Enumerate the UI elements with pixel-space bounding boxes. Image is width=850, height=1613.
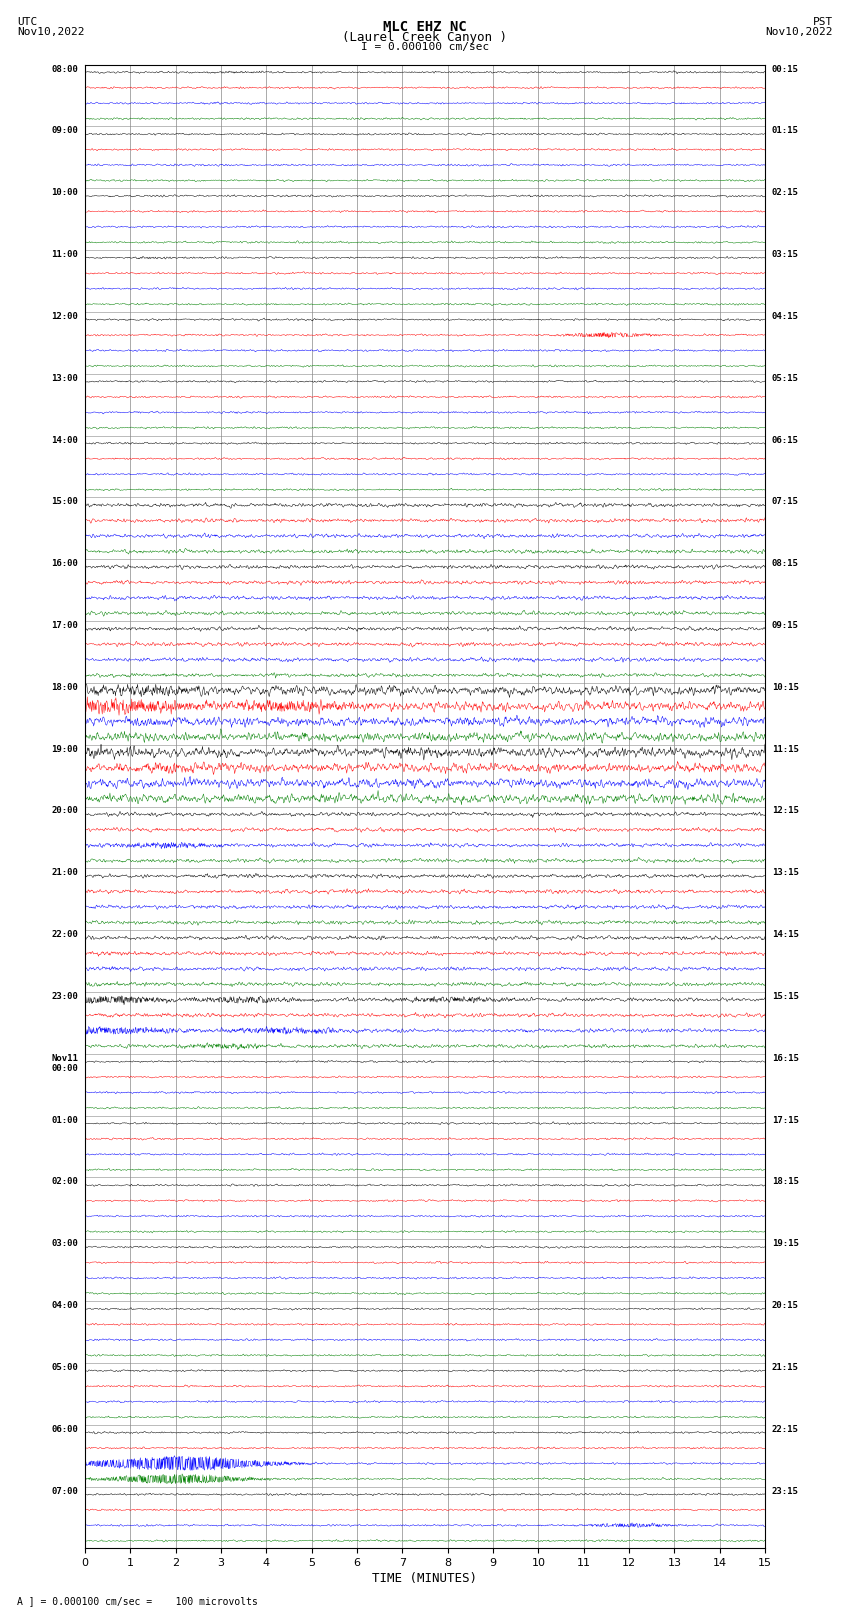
Text: 04:00: 04:00 xyxy=(51,1302,78,1310)
Text: 07:15: 07:15 xyxy=(772,497,799,506)
Text: 08:00: 08:00 xyxy=(51,65,78,74)
Text: 00:15: 00:15 xyxy=(772,65,799,74)
Text: 21:15: 21:15 xyxy=(772,1363,799,1373)
Text: (Laurel Creek Canyon ): (Laurel Creek Canyon ) xyxy=(343,31,507,44)
Text: 12:15: 12:15 xyxy=(772,806,799,816)
Text: MLC EHZ NC: MLC EHZ NC xyxy=(383,19,467,34)
X-axis label: TIME (MINUTES): TIME (MINUTES) xyxy=(372,1573,478,1586)
Text: 01:00: 01:00 xyxy=(51,1116,78,1124)
Text: UTC: UTC xyxy=(17,18,37,27)
Text: 09:00: 09:00 xyxy=(51,126,78,135)
Text: 23:15: 23:15 xyxy=(772,1487,799,1495)
Text: 20:00: 20:00 xyxy=(51,806,78,816)
Text: 23:00: 23:00 xyxy=(51,992,78,1002)
Text: 14:15: 14:15 xyxy=(772,931,799,939)
Text: PST: PST xyxy=(813,18,833,27)
Text: 11:00: 11:00 xyxy=(51,250,78,260)
Text: 06:00: 06:00 xyxy=(51,1424,78,1434)
Text: 07:00: 07:00 xyxy=(51,1487,78,1495)
Text: 13:15: 13:15 xyxy=(772,868,799,877)
Text: 12:00: 12:00 xyxy=(51,311,78,321)
Text: 02:15: 02:15 xyxy=(772,189,799,197)
Text: 13:00: 13:00 xyxy=(51,374,78,382)
Text: 10:15: 10:15 xyxy=(772,682,799,692)
Text: 16:15: 16:15 xyxy=(772,1053,799,1063)
Text: 21:00: 21:00 xyxy=(51,868,78,877)
Text: 05:15: 05:15 xyxy=(772,374,799,382)
Text: Nov10,2022: Nov10,2022 xyxy=(766,27,833,37)
Text: 15:00: 15:00 xyxy=(51,497,78,506)
Text: 10:00: 10:00 xyxy=(51,189,78,197)
Text: 19:15: 19:15 xyxy=(772,1239,799,1248)
Text: 17:00: 17:00 xyxy=(51,621,78,631)
Text: 02:00: 02:00 xyxy=(51,1177,78,1187)
Text: 15:15: 15:15 xyxy=(772,992,799,1002)
Text: 09:15: 09:15 xyxy=(772,621,799,631)
Text: 03:00: 03:00 xyxy=(51,1239,78,1248)
Text: 18:00: 18:00 xyxy=(51,682,78,692)
Text: 08:15: 08:15 xyxy=(772,560,799,568)
Text: 06:15: 06:15 xyxy=(772,436,799,445)
Text: 20:15: 20:15 xyxy=(772,1302,799,1310)
Text: 18:15: 18:15 xyxy=(772,1177,799,1187)
Text: 17:15: 17:15 xyxy=(772,1116,799,1124)
Text: 19:00: 19:00 xyxy=(51,745,78,753)
Text: A ] = 0.000100 cm/sec =    100 microvolts: A ] = 0.000100 cm/sec = 100 microvolts xyxy=(17,1597,258,1607)
Text: 04:15: 04:15 xyxy=(772,311,799,321)
Text: 22:15: 22:15 xyxy=(772,1424,799,1434)
Text: Nov10,2022: Nov10,2022 xyxy=(17,27,84,37)
Text: I = 0.000100 cm/sec: I = 0.000100 cm/sec xyxy=(361,42,489,52)
Text: 11:15: 11:15 xyxy=(772,745,799,753)
Text: 01:15: 01:15 xyxy=(772,126,799,135)
Text: 16:00: 16:00 xyxy=(51,560,78,568)
Text: 22:00: 22:00 xyxy=(51,931,78,939)
Text: Nov11
00:00: Nov11 00:00 xyxy=(51,1053,78,1073)
Text: 03:15: 03:15 xyxy=(772,250,799,260)
Text: 14:00: 14:00 xyxy=(51,436,78,445)
Text: 05:00: 05:00 xyxy=(51,1363,78,1373)
